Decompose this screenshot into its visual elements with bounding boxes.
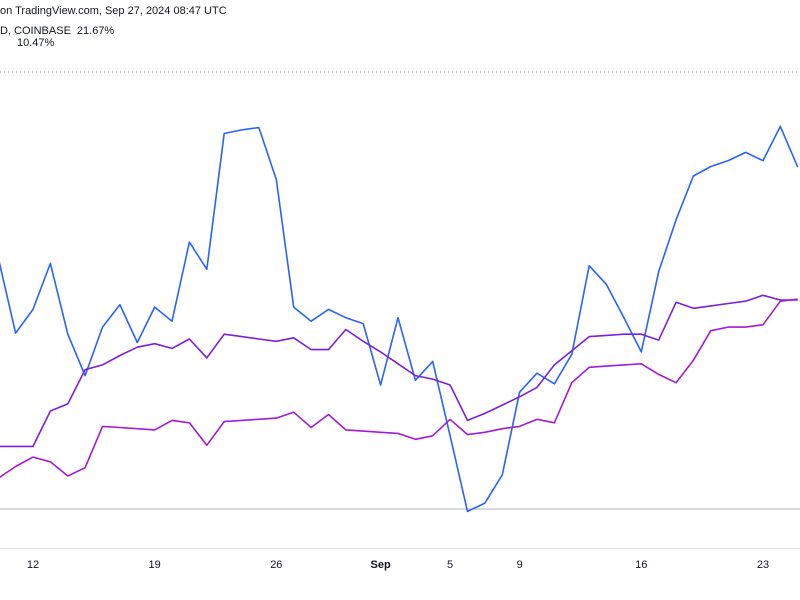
x-tick-label: 16: [635, 559, 647, 571]
legend-value: 21.67%: [77, 25, 115, 37]
chart-header: on TradingView.com, Sep 27, 2024 08:47 U…: [0, 5, 227, 17]
legend: D, COINBASE 21.67% 10.47%: [0, 25, 114, 49]
series-line: [0, 125, 799, 513]
x-tick-label: 26: [270, 559, 282, 571]
x-tick-label: Sep: [371, 559, 391, 571]
x-tick-label: 12: [27, 559, 39, 571]
x-tick-label: 9: [517, 559, 523, 571]
x-tick-label: 19: [149, 559, 161, 571]
x-axis: 12 19 26 Sep 5 9 16 23: [27, 559, 769, 571]
legend-name: D, COINBASE: [0, 25, 71, 37]
x-tick-label: 5: [447, 559, 453, 571]
series-line: [0, 294, 798, 448]
plot-area: [0, 71, 800, 513]
x-tick-label: 23: [757, 559, 769, 571]
legend-value: 10.47%: [17, 37, 55, 49]
series-line: [0, 298, 798, 479]
